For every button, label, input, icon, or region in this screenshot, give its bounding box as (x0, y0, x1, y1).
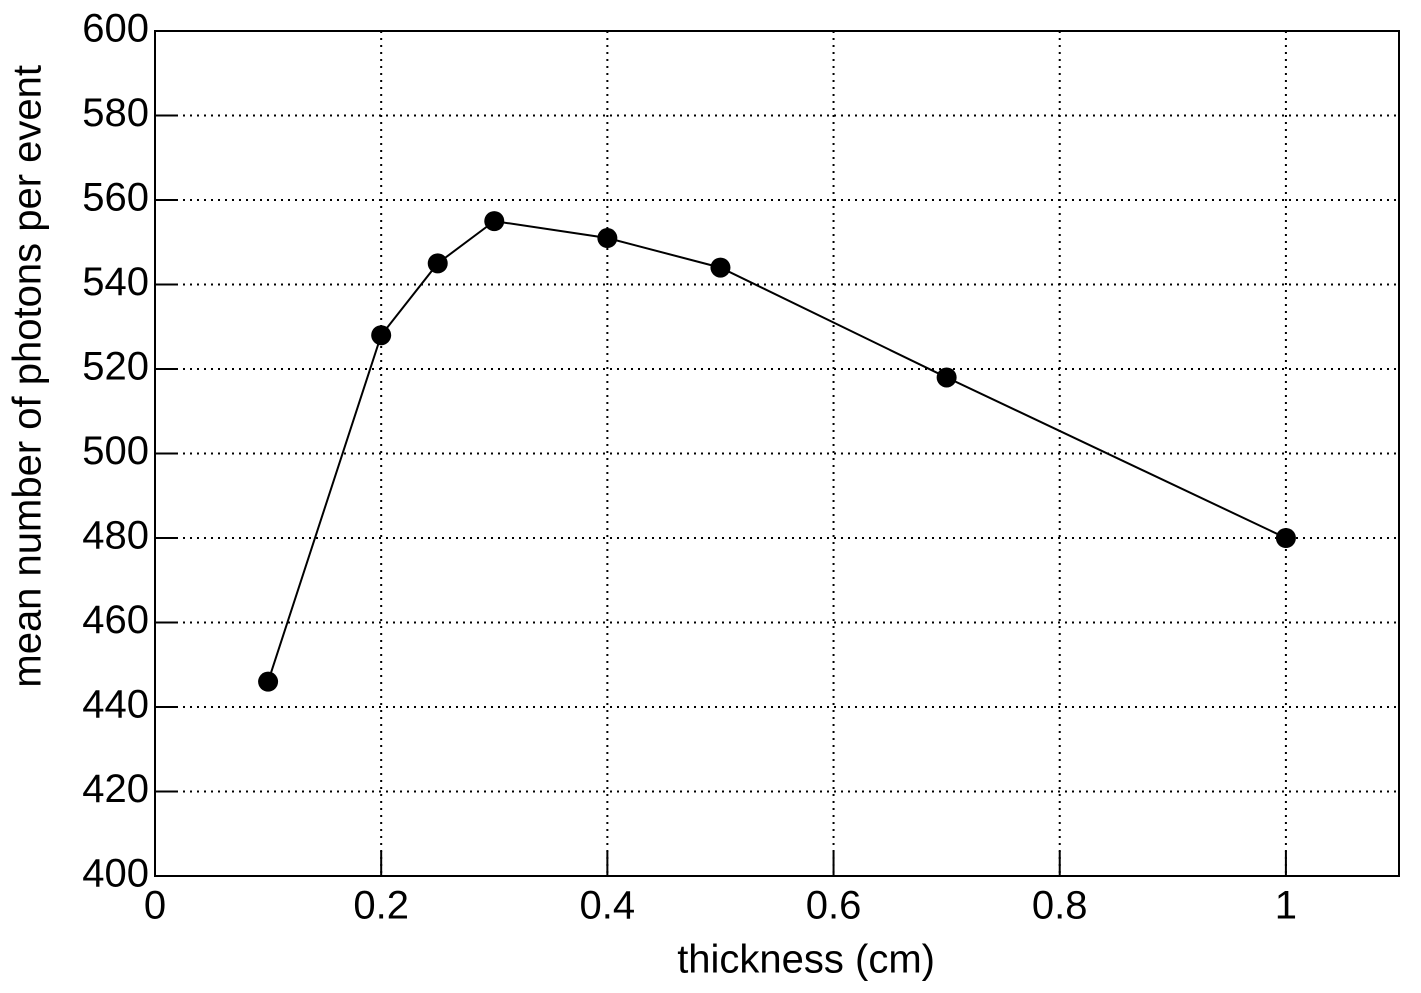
y-tick-label: 460 (82, 598, 149, 642)
x-tick-label: 0.4 (580, 884, 636, 928)
y-tick-label: 560 (82, 176, 149, 220)
y-tick-label: 480 (82, 514, 149, 558)
data-point (258, 671, 279, 692)
x-tick-label: 0 (144, 884, 166, 928)
y-tick-label: 580 (82, 91, 149, 135)
data-point (427, 253, 448, 274)
x-tick-label: 0.8 (1032, 884, 1088, 928)
data-line (267, 220, 1287, 682)
x-tick-label: 0.2 (353, 884, 409, 928)
y-tick-label: 400 (82, 852, 149, 896)
y-tick-label: 540 (82, 260, 149, 304)
data-point (371, 325, 392, 346)
y-tick-label: 440 (82, 683, 149, 727)
y-tick-label: 500 (82, 429, 149, 473)
data-point (1275, 528, 1296, 548)
x-tick-label: 1 (1275, 884, 1297, 928)
data-point (597, 228, 618, 249)
x-axis-title: thickness (cm) (677, 938, 935, 982)
y-tick-label: 420 (82, 767, 149, 811)
y-axis-title: mean number of photons per event (6, 65, 50, 688)
plot-frame (154, 30, 1400, 877)
y-tick-label: 520 (82, 345, 149, 389)
data-point (936, 367, 957, 388)
y-tick-label: 600 (82, 7, 149, 51)
data-point (710, 257, 731, 278)
data-point (484, 211, 505, 232)
x-tick-label: 0.6 (806, 884, 862, 928)
